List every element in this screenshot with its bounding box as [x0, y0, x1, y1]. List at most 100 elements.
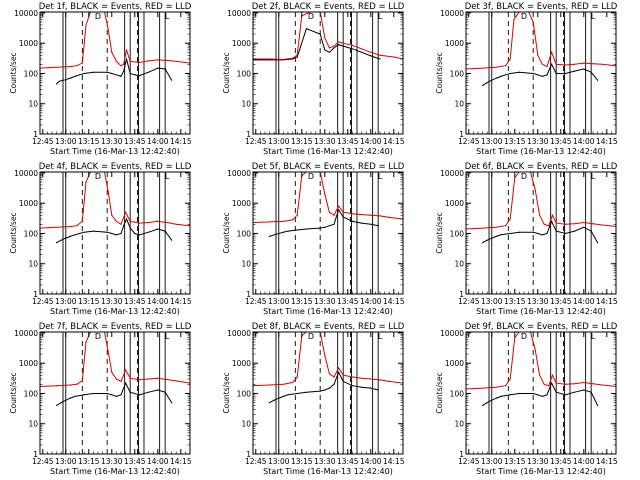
series-events-point — [491, 399, 493, 401]
x-tick-label: 14:15 — [596, 297, 618, 306]
y-tick-label: 1000 — [19, 199, 38, 208]
x-tick-label: 14:00 — [573, 137, 595, 146]
y-tick-label: 100 — [237, 389, 252, 398]
series-events-point — [500, 75, 502, 77]
series-events-point — [482, 404, 484, 407]
series-events-point — [171, 79, 173, 81]
x-tick-label: 13:00 — [55, 297, 77, 306]
y-tick-label: 10000 — [14, 9, 38, 18]
y-tick-label: 1 — [33, 130, 38, 139]
x-axis-label: Start Time (16-Mar-13 12:42:40) — [263, 467, 393, 476]
series-lld-point — [543, 383, 545, 385]
x-tick-label: 13:30 — [314, 457, 336, 466]
series-events-point — [164, 68, 166, 70]
series-lld-point — [69, 384, 71, 386]
series-lld-point — [76, 225, 78, 227]
y-tick-label: 1000 — [445, 39, 464, 48]
x-tick-label: 14:15 — [170, 457, 192, 466]
series-lld-point — [333, 45, 335, 47]
series-lld-point — [129, 220, 131, 222]
series-lld-point — [81, 220, 83, 222]
x-tick-label: 13:45 — [337, 137, 359, 146]
x-axis-label: Start Time (16-Mar-13 12:42:40) — [476, 467, 606, 476]
series-events-point — [500, 395, 502, 397]
series-lld-point — [282, 58, 284, 61]
series-lld-point — [148, 60, 150, 62]
series-lld-point — [495, 226, 497, 228]
series-events-point — [495, 77, 497, 79]
y-tick-label: 10 — [454, 260, 464, 269]
series-lld-point — [551, 374, 554, 376]
series-events-point — [495, 397, 497, 399]
series-events-line — [482, 220, 599, 244]
series-events-point — [338, 209, 340, 211]
y-tick-label: 1000 — [445, 199, 464, 208]
series-lld-point — [81, 380, 83, 382]
series-lld-point — [338, 41, 340, 43]
y-axis-label: Counts/sec — [9, 52, 18, 93]
series-lld-point — [269, 58, 271, 60]
panel-title: Det 9f, BLACK = Events, RED = LLD — [465, 322, 618, 332]
y-tick-label: 1000 — [19, 39, 38, 48]
y-tick-label: 10 — [28, 420, 38, 429]
x-tick-label: 14:00 — [573, 457, 595, 466]
series-lld-point — [548, 385, 550, 387]
series-events-point — [138, 75, 140, 77]
series-lld-point — [361, 377, 363, 379]
corner-mark-d: D — [308, 332, 314, 341]
series-lld-point — [601, 384, 603, 386]
x-tick-label: 14:15 — [383, 137, 405, 146]
series-lld-point — [328, 373, 330, 375]
series-events-point — [482, 242, 484, 244]
series-lld-point — [115, 220, 117, 222]
series-lld-line — [40, 12, 190, 69]
series-events-point — [509, 394, 511, 396]
series-lld-point — [148, 221, 150, 224]
x-axis-label: Start Time (16-Mar-13 12:42:40) — [263, 307, 393, 316]
series-events-point — [74, 234, 76, 236]
series-events-point — [361, 222, 363, 224]
series-lld-point — [583, 62, 585, 64]
x-tick-label: 13:30 — [101, 297, 123, 306]
y-axis-label: Counts/sec — [435, 212, 444, 253]
series-lld-point — [123, 63, 125, 65]
panel-title: Det 2f, BLACK = Events, RED = LLD — [252, 2, 405, 12]
series-lld-point — [509, 378, 511, 380]
x-tick-label: 13:30 — [527, 457, 549, 466]
plot-frame — [39, 171, 191, 295]
series-events-point — [134, 232, 136, 235]
series-events-point — [491, 79, 493, 81]
series-events-point — [129, 72, 131, 75]
series-lld-point — [592, 223, 594, 225]
series-events-point — [115, 234, 117, 236]
series-lld-point — [296, 54, 298, 56]
series-events-point — [157, 67, 159, 69]
series-lld-point — [351, 213, 353, 215]
series-lld-point — [574, 63, 576, 65]
series-events-point — [541, 395, 544, 397]
series-lld-point — [111, 371, 113, 373]
series-events-point — [171, 239, 173, 241]
series-lld-point — [592, 63, 594, 65]
y-tick-label: 10000 — [440, 329, 464, 338]
series-events-point — [319, 227, 321, 229]
series-lld-point — [282, 383, 284, 385]
series-events-point — [555, 72, 557, 75]
series-events-point — [148, 391, 150, 393]
series-events-line — [56, 217, 173, 244]
series-events-point — [134, 74, 136, 76]
series-events-point — [125, 382, 127, 384]
series-events-point — [361, 51, 363, 53]
series-events-point — [324, 49, 326, 51]
corner-mark-l: L — [378, 332, 383, 341]
series-events-point — [370, 387, 372, 389]
y-tick-label: 1 — [459, 450, 464, 459]
series-events-point — [338, 44, 340, 46]
series-events-point — [65, 79, 67, 81]
series-events-point — [532, 392, 534, 395]
series-lld-point — [564, 223, 567, 225]
series-events-point — [164, 391, 166, 393]
